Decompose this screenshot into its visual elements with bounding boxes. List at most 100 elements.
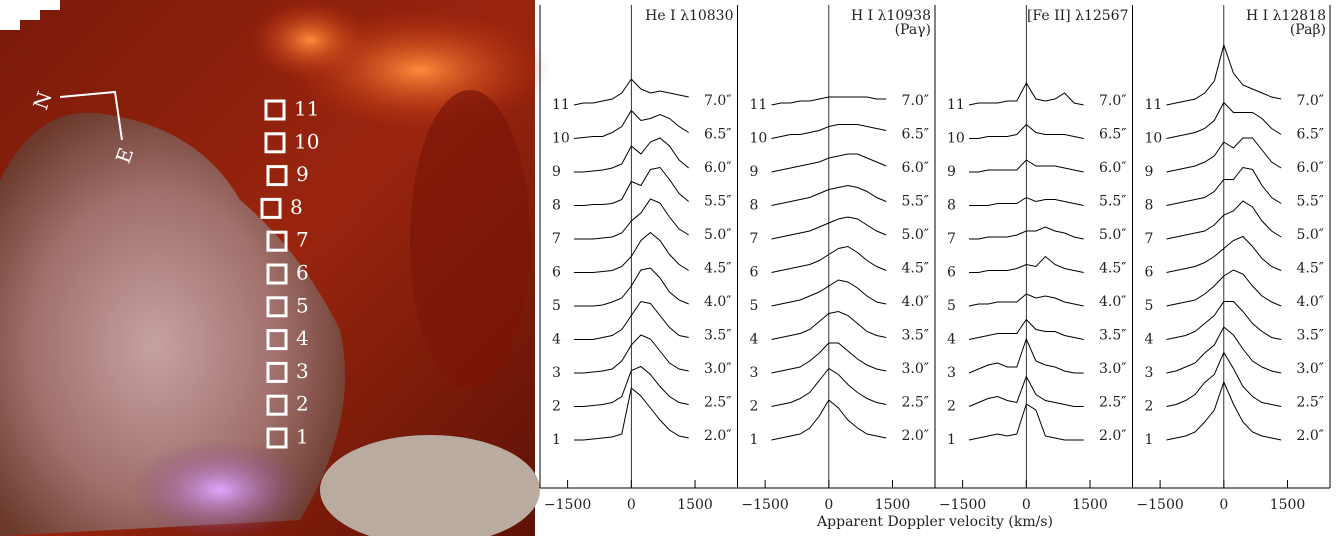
spectrum-line: [969, 159, 1084, 173]
spectrum-line: [771, 216, 887, 240]
x-tick-label: −1500: [544, 497, 591, 513]
position-label: 3.5″: [704, 328, 732, 344]
spectrum-line: [1166, 101, 1282, 139]
position-label: 7.0″: [704, 93, 732, 109]
spectrum-line: [1166, 137, 1282, 173]
series-label: 7: [552, 231, 561, 247]
position-label: 5.5″: [704, 194, 732, 210]
position-label: 4.0″: [1297, 294, 1325, 310]
position-label: 3.0″: [1099, 361, 1127, 377]
region-label: 10: [294, 129, 319, 153]
position-label: 4.5″: [704, 261, 732, 277]
spectrum-line: [574, 166, 690, 206]
series-label: 5: [1145, 298, 1154, 314]
spectrum-line: [771, 279, 887, 307]
series-label: 9: [947, 164, 956, 180]
spectrum-line: [574, 365, 689, 407]
position-label: 2.5″: [704, 395, 732, 411]
x-axis-title: Apparent Doppler velocity (km/s): [816, 514, 1053, 530]
series-label: 4: [552, 332, 561, 348]
position-label: 2.5″: [1297, 395, 1325, 411]
x-tick-label: 0: [1219, 497, 1228, 513]
series-label: 2: [1145, 399, 1154, 415]
position-label: 3.0″: [902, 361, 930, 377]
region-label: 7: [296, 228, 309, 252]
series-label: 2: [750, 399, 759, 415]
series-label: 8: [552, 198, 561, 214]
series-label: 4: [1145, 332, 1154, 348]
series-label: 8: [750, 198, 759, 214]
region-box: [260, 197, 282, 219]
series-label: 8: [1145, 198, 1154, 214]
position-label: 2.0″: [704, 428, 732, 444]
position-label: 3.0″: [704, 361, 732, 377]
spectrum-line: [1166, 43, 1282, 106]
region-label: 6: [296, 261, 309, 285]
spectrum-line: [573, 78, 689, 106]
series-label: 10: [750, 131, 768, 147]
spectrum-line: [574, 300, 689, 340]
position-label: 2.5″: [902, 395, 930, 411]
series-label: 1: [1145, 432, 1154, 448]
x-tick-label: −1500: [1136, 497, 1183, 513]
position-label: 2.5″: [1099, 395, 1127, 411]
region-box: [266, 263, 288, 285]
series-label: 6: [552, 265, 561, 281]
position-label: 7.0″: [1297, 93, 1325, 109]
spectrum-line: [968, 375, 1084, 407]
position-label: 4.5″: [1297, 261, 1325, 277]
position-label: 3.5″: [1099, 328, 1127, 344]
nebula-image: [0, 0, 550, 536]
series-label: 3: [750, 365, 759, 381]
position-label: 3.0″: [1297, 361, 1325, 377]
panel-title: He I λ10830: [645, 8, 733, 24]
spectrum-line: [771, 153, 887, 173]
spectrum-line: [1166, 269, 1282, 307]
region-label: 11: [294, 97, 319, 121]
spectrum-line: [1166, 200, 1282, 240]
panel-title: H I λ12818: [1246, 8, 1326, 24]
series-label: 4: [947, 332, 956, 348]
series-label: 3: [1145, 365, 1154, 381]
spectrum-line: [969, 255, 1084, 273]
series-label: 4: [750, 332, 759, 348]
spectrum-line: [969, 123, 1084, 139]
position-label: 5.0″: [902, 227, 930, 243]
series-label: 11: [947, 97, 965, 113]
position-label: 4.0″: [704, 294, 732, 310]
spectrum-line: [771, 310, 887, 340]
spectrum-line: [771, 399, 887, 441]
series-label: 5: [750, 298, 759, 314]
panel-subtitle: (Paγ): [895, 22, 931, 38]
spectrum-line: [771, 342, 887, 374]
region-label: 9: [296, 162, 309, 186]
position-label: 7.0″: [902, 93, 930, 109]
region-box: [264, 99, 286, 121]
position-label: 5.0″: [1099, 227, 1127, 243]
spectrum-line: [771, 184, 887, 206]
position-label: 6.0″: [902, 160, 930, 176]
region-box: [266, 329, 288, 351]
position-label: 2.0″: [1099, 428, 1127, 444]
x-tick-label: −1500: [939, 497, 986, 513]
x-tick-label: 1500: [1072, 497, 1108, 513]
spectrum-line: [968, 318, 1084, 340]
region-label: 5: [296, 293, 309, 317]
region-boxes: 1 2 3 4 5 6 7 8 9 10 11: [260, 97, 319, 449]
series-label: 11: [750, 97, 768, 113]
series-label: 1: [947, 432, 956, 448]
spectrum-line: [574, 198, 689, 240]
region-box: [266, 361, 288, 383]
series-label: 2: [947, 399, 956, 415]
spectrum-line: [574, 137, 690, 173]
spectrum-line: [771, 367, 887, 407]
series-label: 9: [552, 164, 561, 180]
region-label: 2: [296, 392, 309, 416]
spectrum-line: [968, 81, 1084, 106]
region-label: 8: [290, 195, 303, 219]
spectrum-line: [1166, 380, 1282, 441]
position-label: 4.5″: [1099, 261, 1127, 277]
x-tick-label: 1500: [875, 497, 911, 513]
position-label: 4.5″: [902, 261, 930, 277]
